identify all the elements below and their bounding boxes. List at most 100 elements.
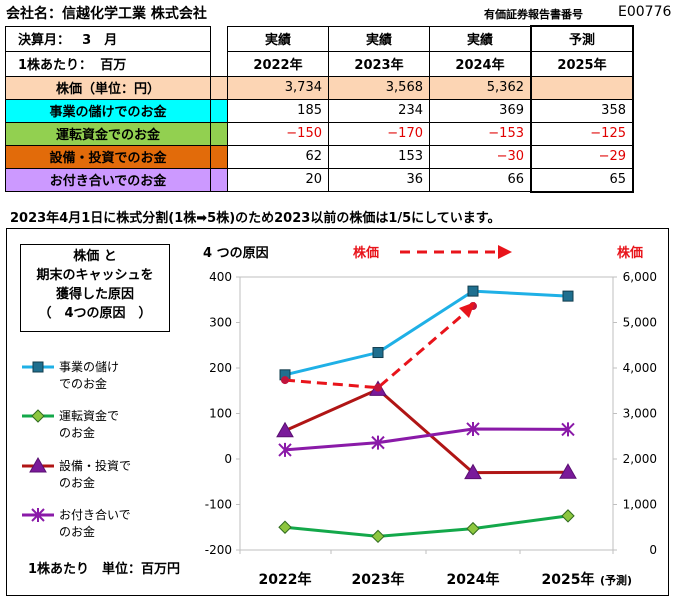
- stock-point: [281, 376, 289, 385]
- row-label-investment: 設備・投資でのお金: [5, 144, 211, 169]
- fiscal-month-label: 決算月：: [18, 33, 71, 48]
- legend-marker: [31, 508, 45, 522]
- chart-description: 株価 と 期末のキャッシュを 獲得した原因 （ 4つの原因 ）: [20, 244, 170, 332]
- legend-label: のお金: [59, 524, 95, 539]
- data-point: [562, 290, 574, 302]
- cell: 20: [227, 167, 329, 192]
- desc-line: 期末のキャッシュを: [36, 268, 154, 283]
- unit-footer: 1株あたり 単位：百万円: [28, 561, 180, 577]
- data-point: [276, 421, 294, 438]
- col-kind-2023: 実績: [328, 25, 430, 52]
- y-left-tick-label: 100: [209, 407, 232, 421]
- edinet-label: 有価証券報告書番号: [484, 8, 583, 21]
- cell: 36: [328, 167, 430, 192]
- cell: [530, 75, 634, 100]
- legend-label: のお金: [59, 475, 95, 490]
- table-row: 株価（単位：円） 3,734 3,568 5,362: [5, 75, 634, 100]
- desc-line: （ 4つの原因 ）: [38, 306, 152, 321]
- cell: 65: [530, 167, 634, 193]
- data-point: [371, 435, 385, 450]
- stock-axis-label: 株価: [617, 245, 643, 261]
- x-tick-label: 2023年: [352, 571, 405, 588]
- row-label-operating: 事業の儲けでのお金: [5, 98, 211, 123]
- cell: −30: [429, 144, 532, 169]
- y-right-tick-label: 2,000: [623, 452, 657, 466]
- legend-label: 設備・投資で: [59, 458, 131, 473]
- unit-value: 百万: [100, 58, 127, 73]
- stock-point: [374, 383, 382, 392]
- y-right-tick-label: 3,000: [623, 407, 657, 421]
- desc-line: 株価 と: [73, 249, 117, 264]
- legend-marker: [29, 456, 47, 473]
- y-left-tick-label: -100: [205, 498, 232, 512]
- y-left-tick-label: 400: [209, 270, 232, 284]
- series-line: [284, 514, 569, 538]
- cell: 66: [429, 167, 532, 192]
- col-year-2024: 2024年: [429, 50, 532, 77]
- y-left-tick-label: 0: [224, 452, 232, 466]
- plot-area: [239, 276, 614, 551]
- cell: 234: [328, 98, 430, 123]
- table-row: 設備・投資でのお金 62 153 −30 −29: [5, 144, 634, 169]
- table-row: 事業の儲けでのお金 185 234 369 358: [5, 98, 634, 123]
- col-year-2023: 2023年: [328, 50, 430, 77]
- series-line: [284, 427, 569, 452]
- legend-label: 事業の儲け: [59, 360, 119, 374]
- cell: 153: [328, 144, 430, 169]
- y-right-tick-label: 6,000: [623, 270, 657, 284]
- desc-line: 獲得した原因: [55, 287, 134, 302]
- data-point: [561, 422, 575, 437]
- legend-label: 運転資金で: [59, 408, 119, 423]
- stock-line: [284, 304, 474, 390]
- data-point: [561, 509, 575, 523]
- cell: 369: [429, 98, 532, 123]
- col-kind-2024: 実績: [429, 25, 532, 52]
- data-point: [466, 521, 480, 536]
- legend-label: のお金: [59, 425, 95, 440]
- table-row: お付き合いでのお金 20 36 66 65: [5, 167, 634, 193]
- stock-legend-arrowhead: [498, 245, 512, 259]
- y-right-tick-label: 5,000: [623, 316, 657, 330]
- data-point: [559, 463, 577, 479]
- chart-frame: [6, 228, 669, 596]
- data-point: [278, 442, 292, 457]
- row-label-financing: お付き合いでのお金: [5, 167, 211, 192]
- col-kind-2025: 予測: [530, 25, 634, 52]
- cell: 3,568: [328, 75, 430, 100]
- data-point: [467, 285, 479, 297]
- data-point: [372, 347, 384, 359]
- y-left-tick-label: -200: [205, 543, 232, 557]
- row-label-stock: 株価（単位：円）: [5, 75, 211, 100]
- cell: 3,734: [227, 75, 329, 100]
- y-right-tick-label: 1,000: [623, 498, 657, 512]
- legend-label: お付き合いで: [59, 507, 131, 522]
- y-right-tick-label: 4,000: [623, 361, 657, 375]
- table-row: 運転資金でのお金 −150 −170 −153 −125: [5, 121, 634, 146]
- unit-cell: 1株あたり： 百万: [5, 50, 211, 77]
- forecast-suffix: (予測): [600, 573, 632, 587]
- cell: 5,362: [429, 75, 532, 100]
- split-note: 2023年4月1日に株式分割(1株➡5株)のため2023以前の株価は1/5にして…: [10, 211, 501, 226]
- cell: −150: [227, 121, 329, 146]
- legend-label: でのお金: [59, 376, 107, 391]
- fiscal-month-cell: 決算月： 3 月: [5, 25, 211, 52]
- stock-arrowhead: [459, 302, 475, 319]
- x-tick-label: 2024年: [447, 571, 500, 588]
- financial-table: 決算月： 3 月 実績 実績 実績 予測 1株あたり： 百万 2022年 202…: [5, 25, 634, 193]
- y-right-tick-label: 0: [649, 543, 657, 557]
- stock-arrow-label: 株価: [353, 245, 379, 261]
- cell: −29: [530, 144, 634, 169]
- y-left-tick-label: 300: [209, 316, 232, 330]
- edinet-code: E00776: [618, 4, 672, 20]
- legend-marker: [32, 361, 44, 373]
- data-point: [464, 463, 482, 480]
- x-tick-label: 2022年: [259, 571, 312, 588]
- cell: 185: [227, 98, 329, 123]
- x-tick-label: 2025年: [542, 571, 595, 588]
- series-line: [284, 387, 569, 475]
- data-point: [278, 520, 292, 534]
- company-name: 会社名：信越化学工業 株式会社: [6, 6, 207, 22]
- cell: 358: [530, 98, 634, 123]
- fiscal-month-value: 3 月: [82, 33, 118, 48]
